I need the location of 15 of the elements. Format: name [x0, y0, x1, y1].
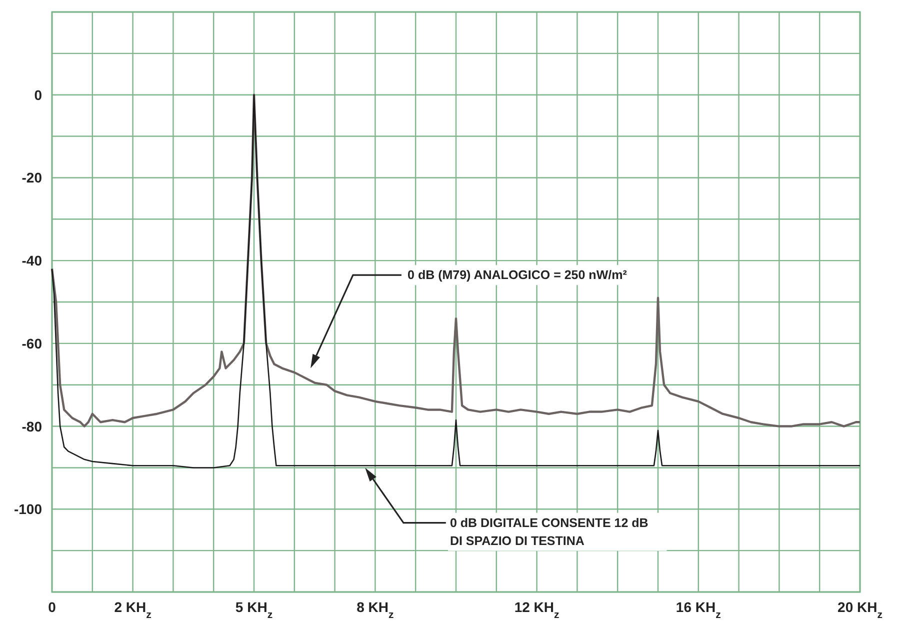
x-tick-label: 0	[48, 599, 56, 615]
x-tick-label: 16 KH$_{z}$	[676, 599, 721, 621]
y-tick-label: -80	[22, 418, 42, 434]
y-tick-label: -40	[22, 252, 42, 269]
y-tick-label: -100	[14, 501, 42, 518]
annotation: 0 dB (M79) ANALOGICO = 250 nW/m²	[408, 268, 627, 282]
y-tick-label: -20	[22, 170, 42, 186]
y-tick-label: 0	[34, 86, 42, 103]
x-tick-label: 2 KH$_{z}$	[114, 599, 152, 621]
y-tick-label: -60	[22, 335, 42, 352]
x-tick-label: 20 KH$_{z}$	[838, 599, 882, 621]
annotation: 0 dB DIGITALE CONSENTE 12 dB DI SPAZIO DI TESTINA	[450, 516, 648, 548]
x-tick-label: 5 KH$_{z}$	[235, 599, 273, 621]
x-tick-label: 8 KH$_{z}$	[356, 599, 394, 621]
x-tick-label: 12 KH$_{z}$	[514, 599, 560, 621]
